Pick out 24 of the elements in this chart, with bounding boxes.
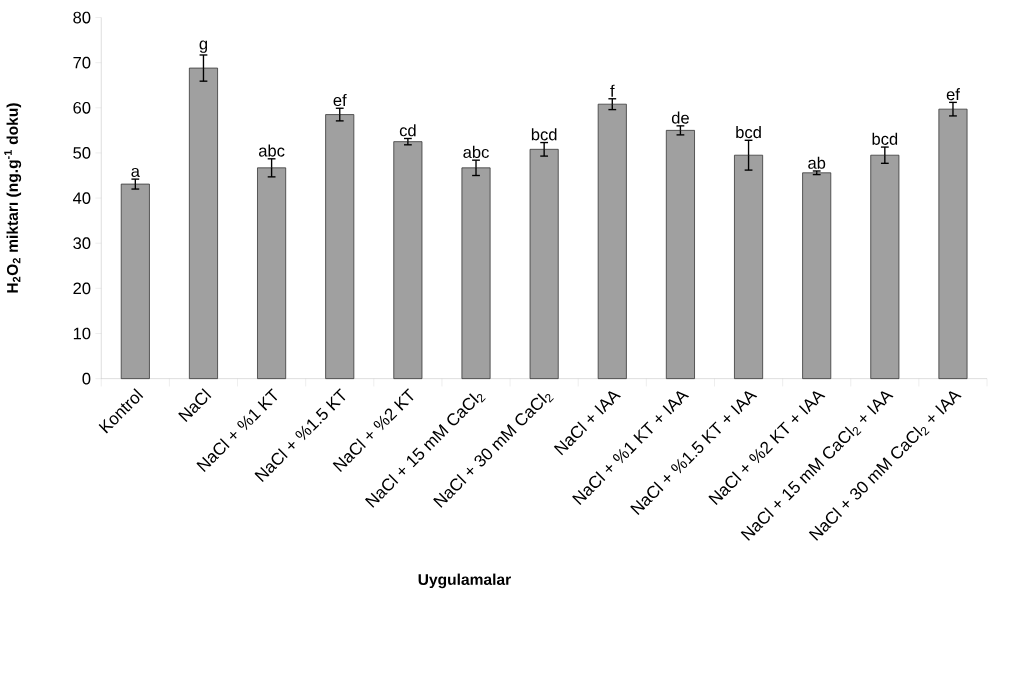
x-axis-title: Uygulamalar — [418, 573, 511, 588]
annotation: abc — [258, 144, 285, 157]
annotation: cd — [399, 124, 416, 137]
y-tick-label: 20 — [73, 282, 91, 295]
annotation: f — [610, 84, 615, 97]
annotation: de — [671, 111, 689, 124]
annotation: ef — [333, 93, 347, 106]
y-tick-label: 80 — [73, 11, 91, 24]
annotation: a — [131, 167, 140, 177]
y-tick-label: 50 — [73, 146, 91, 159]
annotation: ef — [946, 87, 960, 101]
annotation: ab — [808, 156, 826, 169]
annotation: bcd — [872, 132, 898, 145]
y-tick-label: 30 — [73, 237, 91, 249]
annotation: bcd — [736, 125, 761, 139]
y-tick-label: 40 — [72, 192, 91, 204]
annotation: bcd — [531, 128, 557, 141]
y-tick-label: 0 — [82, 372, 91, 385]
y-tick-label: 70 — [73, 56, 91, 69]
y-tick-label: 60 — [73, 101, 91, 114]
y-tick-label: 10 — [73, 327, 91, 340]
annotation: g — [199, 40, 207, 53]
annotation: abc — [463, 145, 489, 158]
text: H$_{2}$O$_{2}$ miktarı (ng.g$^{-1}$ doku) — [4, 103, 22, 293]
